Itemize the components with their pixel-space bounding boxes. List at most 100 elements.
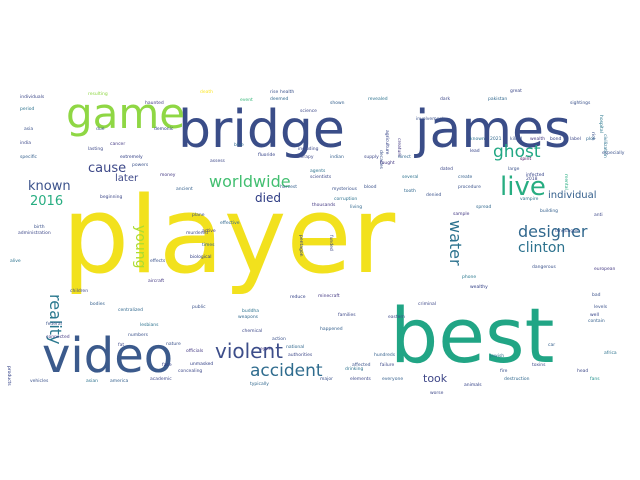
word-major: violent <box>215 339 283 363</box>
word-minor: face <box>162 362 172 368</box>
word-minor: bond <box>550 136 561 142</box>
word-minor: building <box>540 208 558 214</box>
word-major: cause <box>88 161 126 176</box>
word-major: worldwide <box>209 172 291 191</box>
word-minor: jewish <box>489 353 504 359</box>
word-major: james <box>414 100 571 160</box>
word-minor: pentagon <box>298 235 304 257</box>
word-minor: times <box>202 242 215 248</box>
word-minor: head <box>577 368 588 374</box>
word-minor: levels <box>594 304 608 310</box>
word-major: bridge <box>178 100 345 160</box>
word-minor: lasting <box>88 146 103 152</box>
word-minor: spirit <box>520 156 532 162</box>
word-minor: funded <box>328 235 334 251</box>
word-minor: chemical <box>242 328 262 334</box>
word-major: later <box>115 173 139 184</box>
word-minor: create <box>458 174 473 180</box>
word-minor: deemed <box>270 96 289 102</box>
word-minor: 2018 <box>526 176 538 182</box>
word-minor: rich <box>590 132 596 141</box>
word-minor: weapons <box>238 315 259 320</box>
word-minor: harvest <box>280 184 297 190</box>
word-minor: event <box>240 97 253 103</box>
word-minor: scientists <box>310 174 332 180</box>
word-minor: birth <box>34 224 45 230</box>
word-minor: murdered <box>186 230 208 236</box>
word-minor: buddha <box>242 308 259 314</box>
word-minor: resulting <box>88 91 108 97</box>
word-minor: alive <box>10 258 21 264</box>
word-minor: minecraft <box>318 293 340 299</box>
word-minor: agents <box>310 168 326 174</box>
word-major: young <box>132 225 148 268</box>
word-minor: haunted <box>145 100 164 106</box>
word-minor: anti <box>594 212 603 218</box>
word-minor: due <box>96 126 105 132</box>
word-minor: fought <box>380 160 395 166</box>
word-minor: major <box>320 376 333 382</box>
word-minor: powers <box>132 162 149 168</box>
word-minor: nature <box>166 341 181 347</box>
word-minor: known <box>470 136 485 142</box>
word-major: known <box>28 179 71 194</box>
word-minor: involvement <box>416 116 444 122</box>
word-minor: fans <box>590 376 600 382</box>
word-minor: well <box>590 312 599 318</box>
word-minor: individuals <box>20 94 45 100</box>
word-minor: thousands <box>312 202 336 208</box>
word-minor: unmasked <box>190 361 213 367</box>
word-minor: several <box>402 174 418 180</box>
word-minor: label <box>570 136 581 142</box>
word-minor: eyes <box>260 347 271 352</box>
word-minor: concealing <box>178 368 202 374</box>
word-minor: period <box>20 106 34 112</box>
word-minor: wealth <box>530 136 545 142</box>
word-minor: failure <box>380 362 394 368</box>
word-major: individual <box>548 190 597 201</box>
word-minor: federal <box>46 321 62 327</box>
word-minor: vehicles <box>30 378 49 384</box>
word-minor: beginning <box>100 194 123 200</box>
word-minor: centralized <box>118 307 143 313</box>
word-major: died <box>255 191 281 205</box>
word-minor: fat <box>118 342 124 348</box>
word-minor: therapy <box>296 154 314 160</box>
word-minor: criminal <box>418 301 436 307</box>
word-major: live <box>500 172 546 202</box>
word-minor: drinking <box>345 366 364 372</box>
word-minor: pakistan <box>488 96 507 102</box>
word-minor: money <box>160 173 176 178</box>
word-minor: elements <box>350 376 372 382</box>
word-minor: car <box>548 342 555 348</box>
word-minor: asia <box>24 126 33 132</box>
word-minor: reduce <box>290 294 306 300</box>
word-minor: lesbians <box>140 322 159 328</box>
word-major: designer <box>518 222 588 241</box>
word-major: clinton <box>518 240 565 256</box>
word-major: best <box>390 291 554 380</box>
word-minor: demonic <box>154 126 174 132</box>
word-minor: typically <box>250 381 269 387</box>
word-minor: mysterious <box>332 186 358 192</box>
word-minor: science <box>300 108 317 114</box>
word-minor: national <box>286 344 304 350</box>
word-minor: revealed <box>368 96 388 102</box>
word-minor: especially <box>602 150 625 156</box>
word-minor: tooth <box>404 188 416 194</box>
word-minor: rise <box>270 89 278 95</box>
word-minor: blood <box>364 184 377 190</box>
word-minor: decades <box>378 150 384 169</box>
word-minor: products <box>6 366 12 386</box>
word-minor: killed <box>510 136 522 142</box>
word-minor: dark <box>440 96 450 102</box>
word-minor: spread <box>476 204 491 210</box>
word-minor: phone <box>462 274 476 280</box>
word-minor: extremely <box>120 154 143 160</box>
word-minor: toxins <box>532 362 546 368</box>
word-minor: direct <box>398 154 411 160</box>
word-minor: agriculture <box>384 130 390 155</box>
word-minor: bodies <box>90 301 105 307</box>
